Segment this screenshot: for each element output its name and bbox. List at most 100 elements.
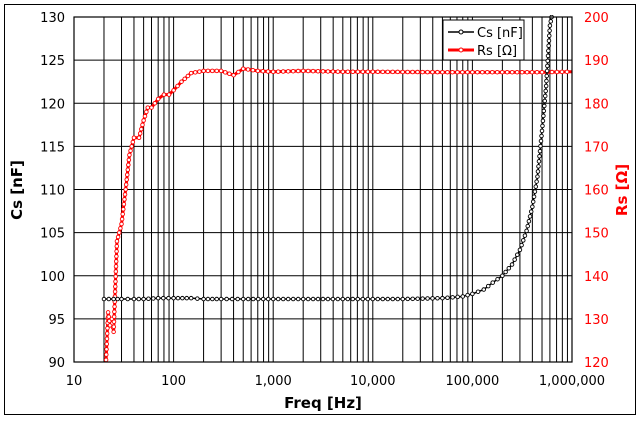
- data-point-marker: [280, 296, 286, 302]
- data-point-marker: [305, 68, 311, 74]
- data-point-marker: [545, 58, 550, 64]
- data-point-marker: [214, 296, 219, 302]
- data-point-marker: [525, 223, 530, 229]
- data-point-marker: [542, 98, 548, 104]
- y2-tick-label: 180: [584, 97, 609, 112]
- data-point-marker: [130, 139, 136, 145]
- data-point-marker: [360, 69, 366, 75]
- data-point-marker: [145, 105, 150, 110]
- data-point-marker: [345, 69, 351, 75]
- y-tick-label: 115: [40, 140, 65, 155]
- data-point-marker: [285, 296, 291, 302]
- data-point-marker: [425, 296, 430, 301]
- data-point-marker: [105, 310, 111, 315]
- data-point-marker: [410, 296, 415, 302]
- data-point-marker: [538, 143, 543, 149]
- data-point-marker: [537, 153, 542, 159]
- data-point-marker: [535, 169, 541, 174]
- data-point-marker: [144, 109, 149, 115]
- data-point-marker: [126, 157, 132, 163]
- data-point-marker: [114, 238, 120, 244]
- data-point-marker: [547, 33, 552, 38]
- data-point-marker: [536, 164, 541, 169]
- data-point-marker: [365, 296, 371, 302]
- data-point-marker: [554, 69, 560, 75]
- data-point-marker: [540, 123, 545, 129]
- y-tick-label: 130: [40, 11, 65, 26]
- data-point-marker: [126, 162, 131, 168]
- data-point-marker: [131, 296, 137, 302]
- data-point-marker: [335, 69, 341, 74]
- data-point-marker: [470, 291, 475, 297]
- data-point-marker: [235, 296, 240, 302]
- data-point-marker: [111, 314, 117, 319]
- data-point-marker: [125, 172, 130, 177]
- data-point-marker: [519, 69, 525, 75]
- data-point-marker: [320, 296, 326, 302]
- data-point-marker: [127, 152, 132, 158]
- data-point-marker: [542, 103, 547, 109]
- data-point-marker: [530, 199, 536, 204]
- data-point-marker: [545, 63, 550, 69]
- data-point-marker: [171, 88, 176, 93]
- data-point-marker: [460, 294, 465, 299]
- data-point-marker: [197, 69, 202, 74]
- data-point-marker: [223, 70, 228, 75]
- data-point-marker: [524, 69, 530, 75]
- data-point-marker: [541, 113, 546, 119]
- data-point-marker: [123, 187, 128, 192]
- data-point-marker: [415, 69, 420, 75]
- data-point-marker: [455, 69, 460, 75]
- data-point-marker: [121, 202, 127, 207]
- data-point-marker: [475, 69, 480, 75]
- data-point-marker: [355, 296, 361, 302]
- data-point-marker: [123, 182, 129, 187]
- legend-item-cs: Cs [nF]: [448, 26, 523, 41]
- data-point-marker: [136, 135, 142, 140]
- data-point-marker: [503, 269, 508, 275]
- data-point-marker: [184, 295, 190, 301]
- y-tick-label: 90: [48, 356, 65, 371]
- data-point-marker: [544, 78, 549, 84]
- data-point-marker: [430, 296, 435, 301]
- data-point-marker: [122, 197, 127, 202]
- data-point-marker: [350, 69, 356, 75]
- data-point-marker: [113, 284, 118, 289]
- data-point-marker: [114, 249, 119, 254]
- data-point-marker: [340, 296, 346, 302]
- data-point-marker: [201, 68, 206, 74]
- data-point-marker: [531, 194, 537, 199]
- data-point-marker: [205, 68, 211, 74]
- data-point-marker: [201, 296, 206, 302]
- data-point-marker: [161, 92, 167, 97]
- data-point-marker: [152, 100, 158, 106]
- data-point-marker: [179, 79, 184, 84]
- data-point-marker: [142, 113, 148, 119]
- data-point-marker: [250, 67, 256, 73]
- y-axis-left-title: Cs [nF]: [8, 160, 26, 220]
- data-point-marker: [543, 88, 548, 94]
- y-axis-right-title: Rs [Ω]: [613, 164, 631, 216]
- data-point-marker: [122, 192, 128, 197]
- data-point-marker: [465, 69, 470, 75]
- data-point-marker: [104, 336, 110, 342]
- data-point-marker: [455, 294, 460, 300]
- data-point-marker: [106, 314, 111, 319]
- x-tick-label: 100: [161, 374, 186, 389]
- data-point-marker: [300, 68, 306, 74]
- data-point-marker: [111, 324, 117, 330]
- plot-area: [73, 16, 573, 363]
- data-point-marker: [141, 296, 146, 302]
- data-point-marker: [450, 69, 455, 75]
- data-point-marker: [285, 69, 291, 74]
- data-point-marker: [320, 69, 326, 74]
- data-point-marker: [131, 135, 137, 140]
- data-point-marker: [517, 247, 523, 253]
- data-point-marker: [255, 68, 261, 74]
- series-rs: [103, 66, 573, 363]
- data-point-marker: [540, 118, 546, 124]
- data-point-marker: [114, 254, 119, 259]
- y-tick-label: 105: [40, 227, 65, 242]
- y-tick-label: 120: [40, 97, 65, 112]
